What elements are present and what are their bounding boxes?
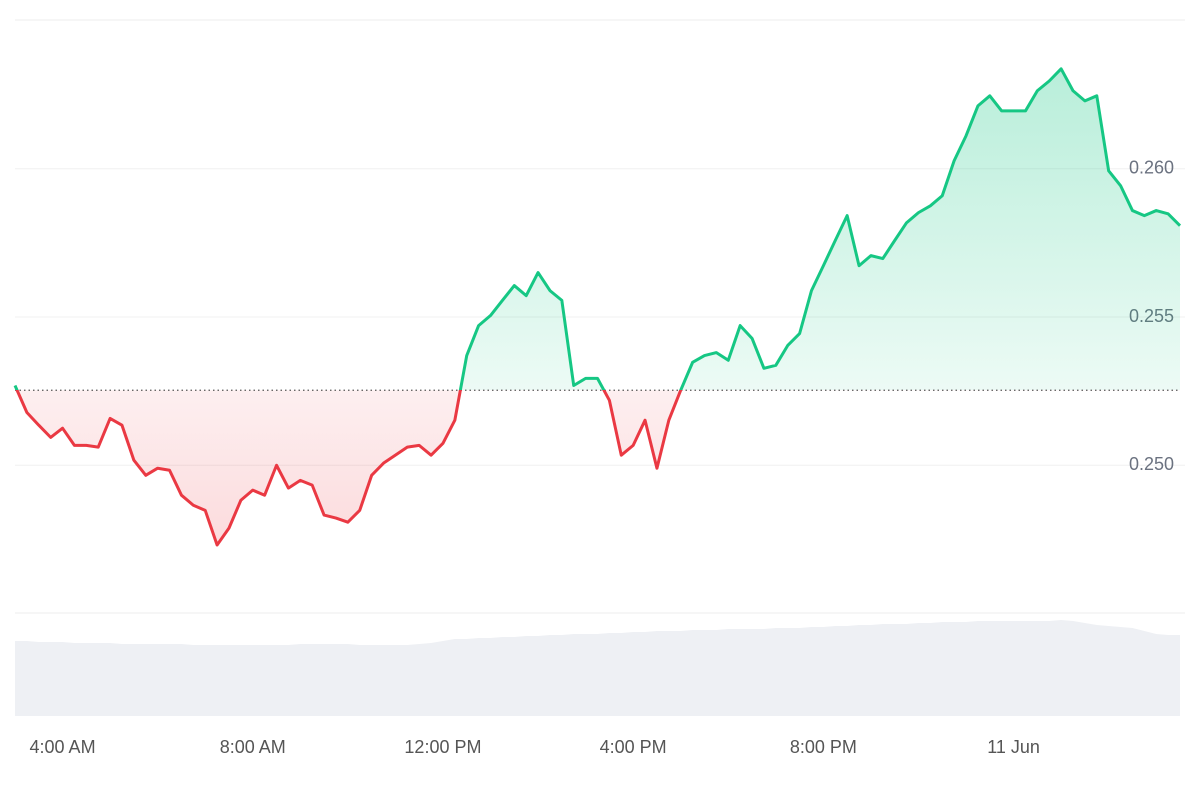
price-line <box>13 67 1182 547</box>
y-tick-label: 0.260 <box>1129 158 1174 178</box>
volume-area <box>15 620 1180 716</box>
x-tick-label: 4:00 PM <box>600 737 667 757</box>
x-tick-label: 12:00 PM <box>404 737 481 757</box>
price-area <box>15 68 1180 546</box>
x-tick-label: 8:00 AM <box>220 737 286 757</box>
x-tick-label: 4:00 AM <box>30 737 96 757</box>
x-tick-label: 8:00 PM <box>790 737 857 757</box>
y-tick-label: 0.250 <box>1129 454 1174 474</box>
x-tick-label: 11 Jun <box>987 737 1040 757</box>
